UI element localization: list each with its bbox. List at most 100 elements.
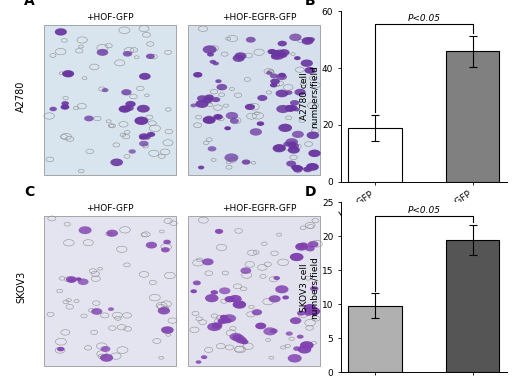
Circle shape: [270, 329, 278, 333]
Circle shape: [108, 307, 114, 311]
Circle shape: [146, 242, 157, 249]
Circle shape: [310, 286, 318, 291]
Circle shape: [298, 242, 309, 249]
Circle shape: [311, 309, 320, 315]
Circle shape: [308, 241, 318, 247]
Circle shape: [278, 73, 286, 78]
Circle shape: [204, 95, 214, 100]
Circle shape: [210, 290, 218, 294]
Circle shape: [230, 118, 239, 124]
Circle shape: [297, 335, 304, 339]
Circle shape: [279, 53, 287, 58]
Circle shape: [232, 55, 245, 62]
Circle shape: [203, 116, 216, 124]
Circle shape: [55, 28, 67, 36]
Bar: [446, 51, 499, 182]
Circle shape: [196, 360, 201, 364]
Circle shape: [62, 70, 74, 78]
Circle shape: [215, 79, 222, 83]
Bar: [44, 25, 176, 175]
Text: SKOV3: SKOV3: [16, 271, 26, 303]
Circle shape: [304, 304, 316, 312]
Circle shape: [50, 107, 57, 111]
Circle shape: [202, 258, 214, 265]
Circle shape: [304, 311, 313, 316]
Text: A2780: A2780: [16, 81, 26, 112]
Circle shape: [106, 230, 118, 237]
Circle shape: [271, 54, 281, 60]
Circle shape: [279, 49, 290, 56]
Circle shape: [66, 276, 77, 283]
Circle shape: [263, 327, 276, 336]
Circle shape: [294, 56, 301, 60]
Circle shape: [293, 346, 301, 351]
Circle shape: [307, 131, 319, 139]
Circle shape: [119, 105, 131, 113]
Circle shape: [306, 246, 315, 252]
Bar: [349, 306, 402, 372]
Circle shape: [137, 105, 150, 112]
Y-axis label: A2780 cell
numbers/field: A2780 cell numbers/field: [300, 65, 319, 128]
Circle shape: [219, 287, 230, 294]
Circle shape: [270, 73, 278, 78]
Circle shape: [203, 45, 217, 54]
Circle shape: [197, 95, 207, 101]
Circle shape: [217, 84, 227, 90]
Circle shape: [301, 60, 313, 67]
Y-axis label: SKOV3 cell
numbers/field: SKOV3 cell numbers/field: [300, 256, 319, 319]
Circle shape: [272, 144, 286, 152]
Circle shape: [205, 294, 219, 302]
Circle shape: [84, 116, 94, 121]
Circle shape: [111, 158, 123, 166]
Circle shape: [271, 52, 285, 60]
Circle shape: [270, 78, 280, 84]
Circle shape: [207, 146, 217, 152]
Circle shape: [279, 124, 292, 132]
Circle shape: [267, 49, 276, 54]
Circle shape: [295, 243, 308, 251]
Circle shape: [232, 334, 245, 342]
Circle shape: [220, 315, 228, 320]
Circle shape: [218, 319, 225, 323]
Circle shape: [198, 166, 204, 169]
Circle shape: [257, 121, 264, 126]
Circle shape: [225, 296, 235, 302]
Circle shape: [79, 226, 92, 234]
Text: P<0.05: P<0.05: [408, 206, 440, 215]
Circle shape: [218, 318, 227, 324]
Bar: [446, 239, 499, 372]
Circle shape: [139, 133, 149, 139]
Text: D: D: [305, 185, 316, 199]
Circle shape: [207, 52, 214, 57]
Circle shape: [69, 279, 75, 282]
Circle shape: [223, 314, 236, 323]
Circle shape: [290, 100, 300, 106]
Circle shape: [158, 307, 170, 315]
Circle shape: [306, 163, 319, 171]
Circle shape: [275, 90, 288, 97]
Circle shape: [100, 354, 113, 362]
Circle shape: [293, 167, 303, 173]
Circle shape: [124, 105, 134, 111]
Circle shape: [57, 347, 65, 352]
Circle shape: [278, 41, 287, 46]
Text: +HOF-EGFR-GFP: +HOF-EGFR-GFP: [222, 13, 297, 22]
Circle shape: [307, 307, 320, 315]
Circle shape: [295, 243, 307, 250]
Circle shape: [291, 165, 298, 169]
Circle shape: [292, 166, 300, 170]
Circle shape: [308, 150, 321, 157]
Circle shape: [292, 131, 304, 138]
Circle shape: [78, 279, 89, 285]
Bar: [349, 128, 402, 182]
Circle shape: [272, 50, 282, 56]
Circle shape: [125, 101, 136, 107]
Circle shape: [91, 308, 102, 315]
Circle shape: [283, 142, 291, 147]
Circle shape: [193, 72, 202, 78]
Circle shape: [190, 289, 197, 293]
Circle shape: [293, 108, 300, 111]
Circle shape: [226, 112, 238, 119]
Circle shape: [276, 105, 290, 113]
Circle shape: [292, 165, 302, 171]
